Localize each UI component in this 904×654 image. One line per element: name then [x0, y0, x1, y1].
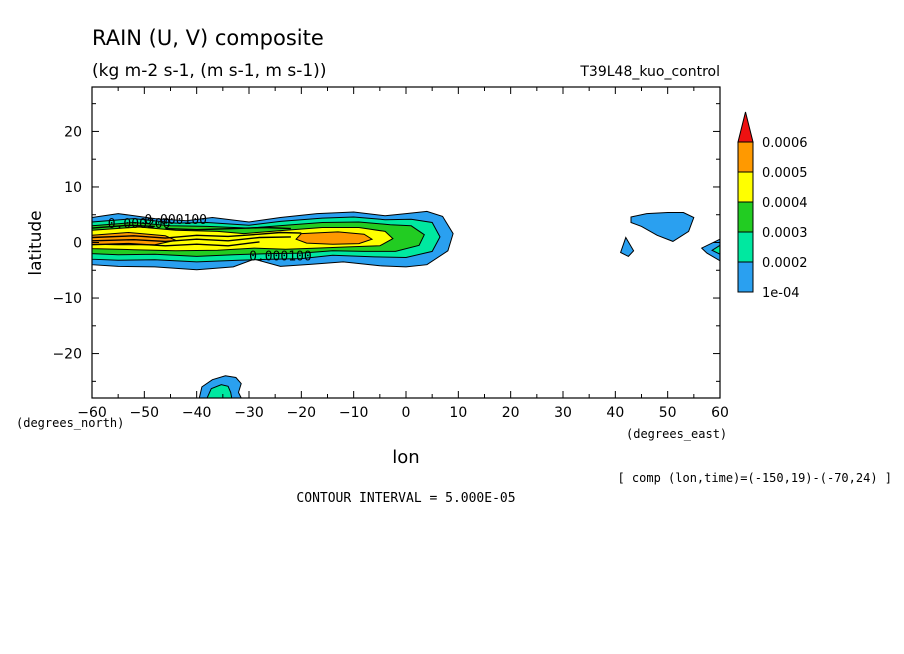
x-unit-label: (degrees_east) [626, 427, 727, 441]
colorbar-label: 0.0002 [762, 256, 808, 271]
contour-region-level-1 [630, 212, 695, 242]
x-tick-label: −30 [234, 405, 264, 421]
x-tick-label: 30 [554, 405, 572, 421]
colorbar-box [737, 261, 754, 293]
chart-subtitle: (kg m-2 s-1, (m s-1, m s-1)) [92, 61, 326, 81]
colorbar-box [737, 231, 754, 263]
x-tick-label: 40 [606, 405, 624, 421]
contour-line [165, 226, 291, 231]
contour-label: 0.000100 [249, 249, 312, 264]
y-tick-label: 10 [64, 180, 82, 196]
contour-fill-regions [91, 210, 721, 399]
contour-lines [91, 224, 302, 247]
y-tick-label: 20 [64, 124, 82, 140]
contour-label: 0.000100 [144, 213, 207, 228]
colorbar-max-arrow [737, 111, 754, 143]
y-tick-label: −10 [52, 291, 82, 307]
x-tick-label: 60 [711, 405, 729, 421]
y-axis-label: latitude [26, 210, 46, 275]
composite-label: [ comp (lon,time)=(-150,19)-(-70,24) ] [617, 471, 892, 485]
colorbar-label: 0.0003 [762, 226, 808, 241]
x-tick-label: 20 [502, 405, 520, 421]
colorbar-box [737, 201, 754, 233]
colorbar-label: 0.0006 [762, 136, 808, 151]
chart-title: RAIN (U, V) composite [92, 26, 324, 50]
contour-region-level-1 [619, 236, 635, 258]
y-unit-label: (degrees_north) [16, 416, 124, 430]
x-tick-label: −10 [339, 405, 369, 421]
x-axis-label: lon [392, 447, 419, 468]
colorbar: 1e-04 0.0002 0.0003 0.0004 0.0005 0.0006 [737, 111, 808, 301]
contour-line [91, 241, 260, 247]
run-label: T39L48_kuo_control [579, 64, 720, 80]
contour-label: 0.000200 [108, 217, 171, 232]
x-tick-label: 10 [449, 405, 467, 421]
y-tick-label: −20 [52, 347, 82, 363]
x-tick-label: 0 [402, 405, 411, 421]
axis-ticks: −60 −50 −40 −30 −20 −10 0 10 20 30 40 50 60 20 10 0 −10 −… [52, 87, 729, 421]
x-tick-label: −20 [287, 405, 317, 421]
x-tick-label: −40 [182, 405, 212, 421]
colorbar-label: 0.0004 [762, 196, 808, 211]
contour-interval-label: CONTOUR INTERVAL = 5.000E-05 [296, 491, 515, 506]
x-tick-label: −60 [77, 405, 107, 421]
colorbar-box [737, 171, 754, 203]
contour-line [91, 224, 155, 229]
contour-line [91, 231, 302, 239]
x-tick-label: 50 [659, 405, 677, 421]
x-tick-label: −50 [130, 405, 160, 421]
y-tick-label: 0 [73, 236, 82, 252]
contour-region-level-5 [295, 231, 374, 245]
colorbar-box [737, 141, 754, 173]
contour-line [91, 236, 291, 243]
colorbar-label: 1e-04 [762, 286, 800, 301]
colorbar-label: 0.0005 [762, 166, 808, 181]
